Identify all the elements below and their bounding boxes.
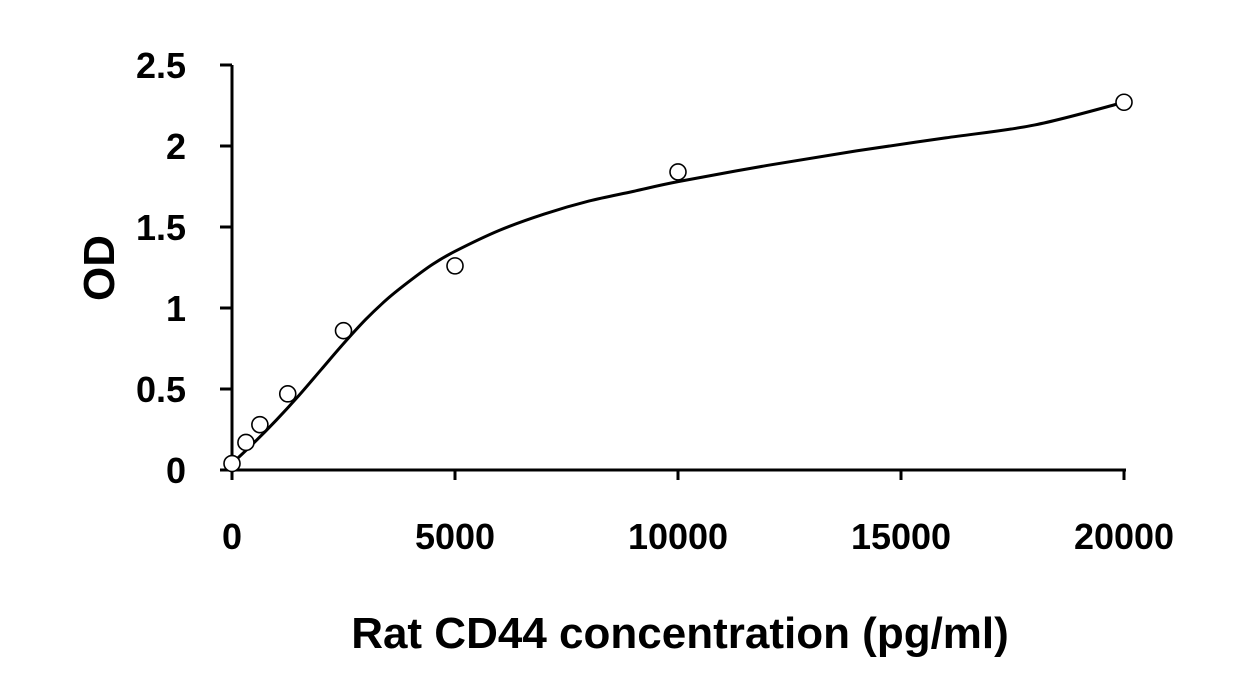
x-axis-title: Rat CD44 concentration (pg/ml) xyxy=(351,609,1009,658)
data-point xyxy=(251,415,269,434)
data-point xyxy=(278,385,297,403)
axes xyxy=(220,65,1126,472)
y-tick-label: 2 xyxy=(166,126,186,167)
x-tick-label: 5000 xyxy=(415,516,495,557)
y-tick-label: 0 xyxy=(166,450,186,491)
ticks: 0 0.5 1 1.5 2 2.5 0 5000 10000 15000 20000 xyxy=(136,45,1174,557)
data-point xyxy=(1115,93,1133,112)
x-tick-label: 10000 xyxy=(628,516,728,557)
data-point xyxy=(446,257,464,275)
x-tick-label: 15000 xyxy=(851,516,951,557)
fit-curve-line xyxy=(230,100,1125,465)
x-tick-label: 20000 xyxy=(1074,516,1174,557)
data-point xyxy=(334,321,353,340)
y-tick-label: 0.5 xyxy=(136,369,186,410)
data-points-layer xyxy=(223,93,1133,473)
data-point xyxy=(669,163,687,181)
data-point xyxy=(237,433,255,452)
y-tick-label: 1 xyxy=(166,288,186,329)
y-tick-label: 1.5 xyxy=(136,207,186,248)
y-tick-label: 2.5 xyxy=(136,45,186,86)
x-tick-label: 0 xyxy=(222,516,242,557)
y-axis-title: OD xyxy=(75,235,124,301)
fit-curve-layer xyxy=(230,100,1125,465)
data-point xyxy=(223,454,241,473)
